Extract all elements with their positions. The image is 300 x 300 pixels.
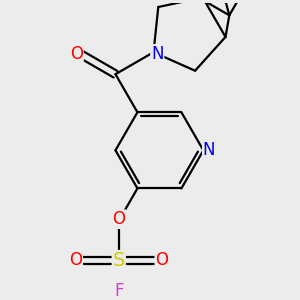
Text: O: O (112, 210, 125, 228)
Text: N: N (151, 45, 164, 63)
Text: O: O (69, 251, 82, 269)
Text: F: F (114, 282, 124, 300)
Text: O: O (70, 45, 83, 63)
Text: S: S (112, 251, 125, 270)
Text: N: N (203, 141, 215, 159)
Text: O: O (155, 251, 168, 269)
